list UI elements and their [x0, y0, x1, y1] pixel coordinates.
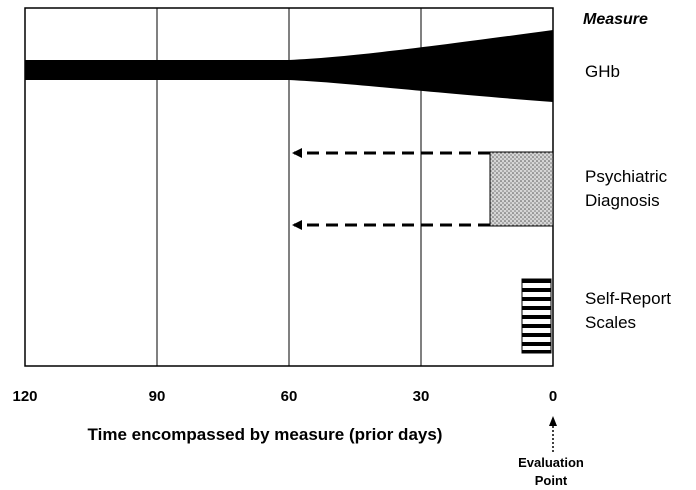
tick-label-0: 0: [549, 388, 557, 405]
evaluation-label-line2: Point: [535, 473, 568, 488]
selfreport-label-line1: Self-Report: [585, 289, 671, 308]
ghb-band: [25, 30, 553, 102]
psychiatric-label-line2: Diagnosis: [585, 191, 660, 210]
evaluation-point-arrow-head: [549, 416, 557, 426]
tick-label-120: 120: [12, 388, 37, 405]
ghb-label: GHb: [585, 62, 620, 81]
tick-label-30: 30: [413, 388, 430, 405]
self-report-block: [521, 278, 552, 354]
x-axis-title: Time encompassed by measure (prior days): [88, 425, 443, 444]
tick-label-90: 90: [149, 388, 166, 405]
evaluation-label-line1: Evaluation: [518, 455, 584, 470]
selfreport-label-line2: Scales: [585, 313, 636, 332]
psychiatric-diagnosis-block: [489, 151, 554, 227]
measure-header: Measure: [583, 11, 648, 28]
psychiatric-label-line1: Psychiatric: [585, 167, 668, 186]
tick-label-60: 60: [281, 388, 298, 405]
